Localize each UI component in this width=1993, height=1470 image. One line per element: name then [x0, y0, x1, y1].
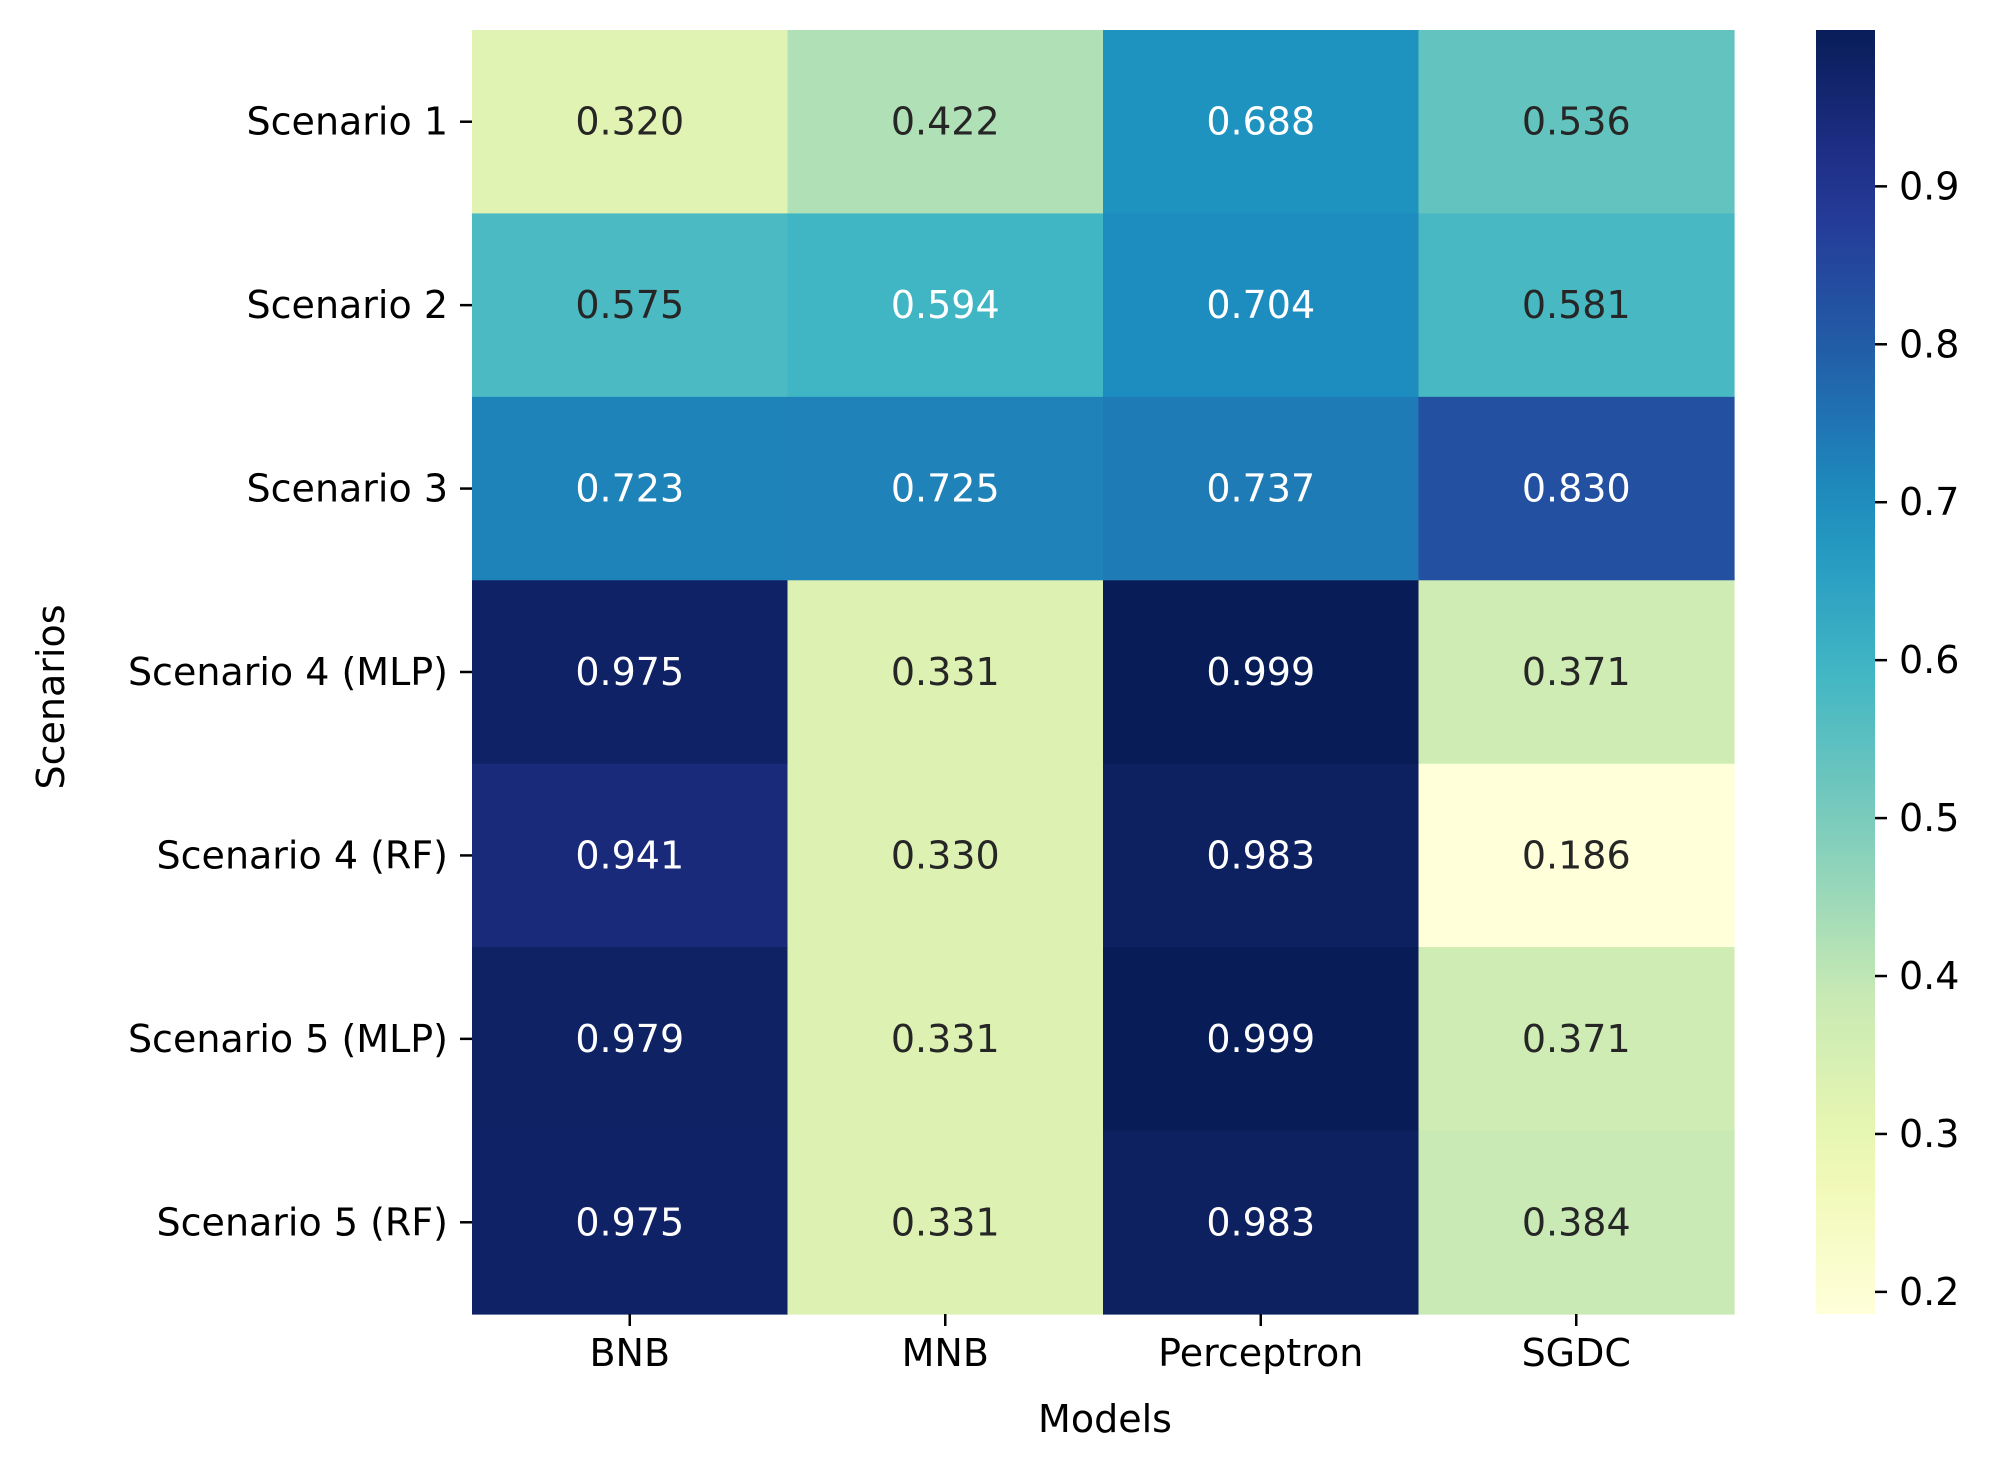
- heatmap-cell: [472, 763, 789, 948]
- cell-value-label: 0.320: [575, 100, 684, 144]
- cell-value-label: 0.186: [1522, 833, 1631, 877]
- y-tick-label: Scenario 4 (RF): [157, 833, 448, 877]
- heatmap-cell: [787, 763, 1104, 948]
- heatmap-cell: [1103, 763, 1420, 948]
- y-tick-label: Scenario 5 (MLP): [128, 1017, 448, 1061]
- heatmap-cell: [472, 1130, 789, 1315]
- cell-value-label: 0.941: [575, 833, 684, 877]
- cell-value-label: 0.331: [891, 1017, 1000, 1061]
- x-tick-label: Perceptron: [1158, 1331, 1363, 1375]
- colorbar-tick-label: 0.8: [1899, 322, 1959, 366]
- cell-value-label: 0.975: [575, 1200, 684, 1244]
- cell-value-label: 0.422: [891, 100, 1000, 144]
- heatmap-cell-labels: 0.320 0.422 0.688 0.536 0.575 0.594 0.704 0.581…: [575, 100, 1630, 1245]
- colorbar-tick-label: 0.9: [1899, 164, 1959, 208]
- cell-value-label: 0.575: [575, 283, 684, 327]
- colorbar-gradient: [1816, 30, 1875, 1314]
- heatmap-cell: [1103, 396, 1420, 581]
- heatmap-cells: [472, 30, 1735, 1315]
- heatmap-cell: [787, 396, 1104, 581]
- colorbar-tick-label: 0.6: [1899, 638, 1959, 682]
- colorbar: [1816, 30, 1875, 1314]
- y-tick-label: Scenario 2: [247, 283, 448, 327]
- cell-value-label: 0.330: [891, 833, 1000, 877]
- y-tick-label: Scenario 1: [247, 100, 448, 144]
- heatmap-cell: [1418, 30, 1735, 215]
- cell-value-label: 0.979: [575, 1017, 684, 1061]
- heatmap-cell: [1418, 763, 1735, 948]
- heatmap-cell: [787, 580, 1104, 765]
- colorbar-tick-label: 0.4: [1899, 954, 1959, 998]
- x-tick-label: BNB: [589, 1331, 670, 1375]
- heatmap-cell: [1418, 1130, 1735, 1315]
- cell-value-label: 0.331: [891, 650, 1000, 694]
- cell-value-label: 0.830: [1522, 467, 1631, 511]
- y-tick-label: Scenario 5 (RF): [157, 1200, 448, 1244]
- heatmap-cell: [1103, 947, 1420, 1132]
- heatmap-cell: [1103, 1130, 1420, 1315]
- cell-value-label: 0.688: [1206, 100, 1315, 144]
- x-tick-label: MNB: [902, 1331, 989, 1375]
- cell-value-label: 0.371: [1522, 1017, 1631, 1061]
- colorbar-tick-label: 0.5: [1899, 796, 1959, 840]
- cell-value-label: 0.999: [1206, 650, 1315, 694]
- cell-value-label: 0.983: [1206, 1200, 1315, 1244]
- cell-value-label: 0.331: [891, 1200, 1000, 1244]
- y-axis-label: Scenarios: [29, 605, 73, 790]
- x-axis-label: Models: [1038, 1397, 1172, 1441]
- cell-value-label: 0.983: [1206, 833, 1315, 877]
- heatmap-cell: [472, 30, 789, 215]
- heatmap-cell: [787, 947, 1104, 1132]
- cell-value-label: 0.371: [1522, 650, 1631, 694]
- cell-value-label: 0.704: [1206, 283, 1315, 327]
- cell-value-label: 0.737: [1206, 467, 1315, 511]
- cell-value-label: 0.536: [1522, 100, 1631, 144]
- y-tick-label: Scenario 4 (MLP): [128, 650, 448, 694]
- cell-value-label: 0.975: [575, 650, 684, 694]
- cell-value-label: 0.723: [575, 467, 684, 511]
- heatmap-cell: [472, 580, 789, 765]
- heatmap-cell: [1418, 396, 1735, 581]
- colorbar-tick-label: 0.7: [1899, 480, 1959, 524]
- cell-value-label: 0.725: [891, 467, 1000, 511]
- colorbar-ticks: 0.2 0.3 0.4 0.5 0.6 0.7 0.8 0.9: [1875, 164, 1959, 1314]
- heatmap-cell: [1418, 213, 1735, 398]
- cell-value-label: 0.384: [1522, 1200, 1631, 1244]
- colorbar-tick-label: 0.3: [1899, 1112, 1959, 1156]
- y-axis: Scenario 1 Scenario 2 Scenario 3 Scenario 4…: [128, 100, 472, 1244]
- heatmap-cell: [1103, 580, 1420, 765]
- heatmap-cell: [1103, 30, 1420, 215]
- heatmap-cell: [472, 213, 789, 398]
- heatmap-cell: [787, 1130, 1104, 1315]
- cell-value-label: 0.594: [891, 283, 1000, 327]
- cell-value-label: 0.581: [1522, 283, 1631, 327]
- heatmap-cell: [1418, 947, 1735, 1132]
- y-tick-label: Scenario 3: [247, 467, 448, 511]
- heatmap-cell: [472, 396, 789, 581]
- heatmap-cell: [787, 213, 1104, 398]
- x-tick-label: SGDC: [1522, 1331, 1631, 1375]
- heatmap-cell: [1103, 213, 1420, 398]
- cell-value-label: 0.999: [1206, 1017, 1315, 1061]
- x-axis: BNB MNB Perceptron SGDC: [589, 1314, 1631, 1375]
- heatmap-cell: [787, 30, 1104, 215]
- heatmap-cell: [1418, 580, 1735, 765]
- heatmap-cell: [472, 947, 789, 1132]
- colorbar-tick-label: 0.2: [1899, 1270, 1959, 1314]
